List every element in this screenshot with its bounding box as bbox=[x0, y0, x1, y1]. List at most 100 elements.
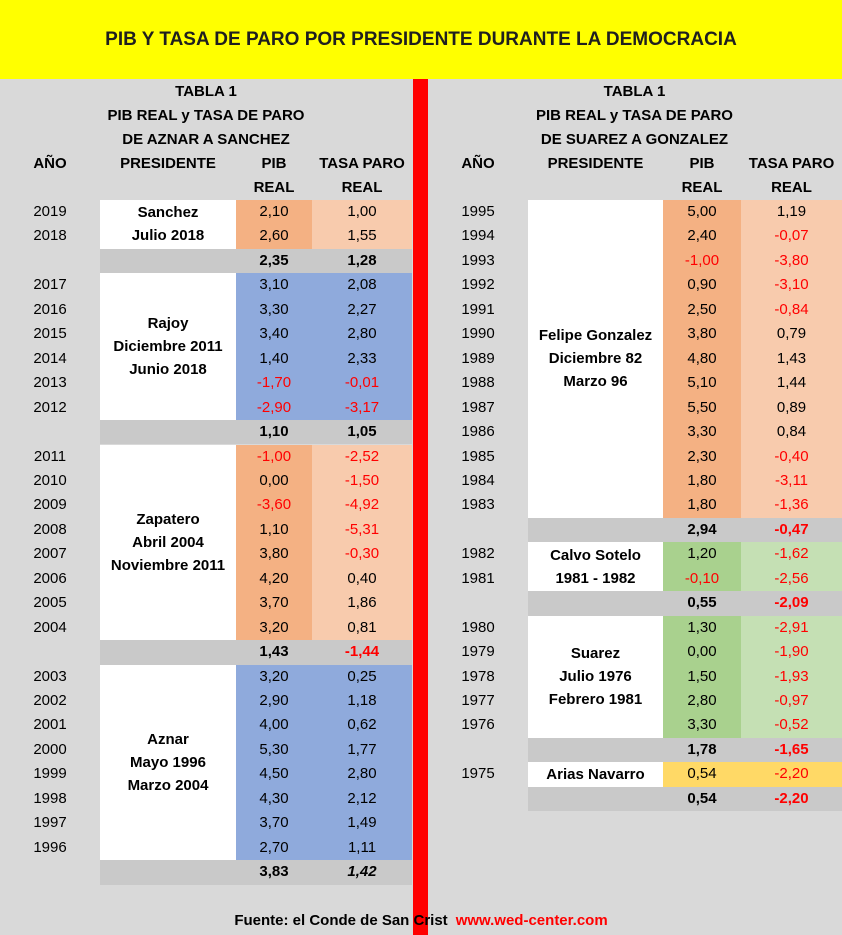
pib-value: 1,20 bbox=[687, 545, 717, 563]
pib-block bbox=[663, 200, 741, 518]
president-line: Mayo 1996 bbox=[130, 753, 206, 771]
paro-value: -2,20 bbox=[774, 765, 809, 783]
pib-value: 0,55 bbox=[687, 594, 717, 612]
paro-value: 1,18 bbox=[347, 692, 377, 709]
president-line: Diciembre 2011 bbox=[113, 338, 223, 356]
president-line: Julio 2018 bbox=[131, 227, 205, 245]
pib-value: 4,50 bbox=[259, 765, 289, 783]
paro-value: 0,40 bbox=[347, 569, 377, 587]
pib-block bbox=[236, 200, 312, 249]
paro-value: -2,56 bbox=[774, 569, 809, 587]
pib-value: 2,80 bbox=[687, 692, 717, 709]
paro-value: -0,30 bbox=[344, 545, 380, 563]
paro-value: 1,44 bbox=[776, 374, 807, 392]
year-cell: 2018 bbox=[33, 227, 67, 245]
paro-value: 1,55 bbox=[347, 227, 377, 245]
source-note: Fuente: el Conde de San Crist www.wed-cen… bbox=[0, 909, 842, 933]
president-line: Junio 2018 bbox=[129, 361, 207, 379]
president-line: Diciembre 82 bbox=[548, 350, 643, 368]
pib-value: 2,30 bbox=[687, 447, 717, 465]
pib-value: -3,60 bbox=[256, 496, 292, 514]
col-pib: PIB bbox=[261, 155, 287, 172]
paro-value: -2,91 bbox=[774, 618, 809, 636]
paro-value: -1,50 bbox=[344, 471, 380, 489]
subtotal-band bbox=[528, 786, 842, 812]
president-line: Zapatero bbox=[136, 510, 200, 528]
paro-value: 2,33 bbox=[347, 349, 377, 367]
paro-value: -3,10 bbox=[774, 276, 809, 294]
pib-value: 1,43 bbox=[259, 643, 289, 661]
pib-value: 0,54 bbox=[687, 789, 717, 807]
col-paro: TASA PARO bbox=[319, 155, 405, 172]
paro-value: 1,05 bbox=[347, 423, 377, 441]
paro-value: -0,07 bbox=[774, 227, 809, 245]
year-cell: 1988 bbox=[461, 374, 495, 392]
pib-value: 3,70 bbox=[259, 594, 289, 612]
year-cell: 2009 bbox=[33, 496, 67, 514]
paro-value: -1,90 bbox=[774, 643, 809, 661]
paro-block bbox=[312, 273, 412, 421]
col-pib: PIB bbox=[689, 155, 715, 172]
pib-value: 3,20 bbox=[259, 618, 289, 636]
pib-value: 4,20 bbox=[259, 569, 289, 587]
president-line: Marzo 96 bbox=[563, 373, 628, 391]
pib-value: -2,90 bbox=[256, 398, 292, 416]
year-cell: 1977 bbox=[461, 692, 495, 709]
paro-value: -1,36 bbox=[774, 496, 809, 514]
table-header-line: DE AZNAR A SANCHEZ bbox=[122, 131, 290, 148]
pib-value: 2,50 bbox=[687, 300, 717, 318]
year-cell: 1984 bbox=[461, 471, 495, 489]
table-header-line: PIB REAL y TASA DE PARO bbox=[107, 107, 305, 124]
president-cell: Rajoy Diciembre 2011 Junio 2018 bbox=[100, 273, 236, 421]
paro-value: -2,20 bbox=[774, 789, 809, 807]
subtotal-band bbox=[528, 517, 842, 543]
pib-value: 3,20 bbox=[259, 667, 289, 685]
paro-block bbox=[741, 762, 842, 787]
subtotal-band bbox=[528, 591, 842, 616]
year-cell: 1991 bbox=[461, 300, 495, 318]
pib-value: 3,80 bbox=[259, 545, 289, 563]
year-cell: 1989 bbox=[461, 349, 495, 367]
year-cell: 2019 bbox=[33, 203, 67, 220]
pib-value: 3,83 bbox=[259, 863, 289, 881]
paro-value: 1,86 bbox=[347, 594, 377, 612]
paro-value: -1,65 bbox=[774, 740, 809, 758]
paro-value: -0,01 bbox=[344, 374, 380, 392]
col-year: AÑO bbox=[461, 155, 495, 172]
year-cell: 1987 bbox=[461, 398, 495, 416]
paro-value: -1,62 bbox=[774, 545, 809, 563]
year-cell: 1993 bbox=[461, 251, 495, 269]
pib-value: 3,10 bbox=[259, 276, 289, 294]
col-year: AÑO bbox=[33, 155, 67, 172]
paro-block bbox=[741, 200, 842, 518]
subtotal-band bbox=[100, 860, 412, 885]
paro-value: -2,52 bbox=[344, 447, 380, 465]
pib-value: 4,30 bbox=[259, 789, 289, 807]
paro-value: -1,44 bbox=[344, 643, 380, 661]
year-cell: 1980 bbox=[461, 618, 495, 636]
pib-value: 0,54 bbox=[687, 765, 717, 783]
year-cell: 1998 bbox=[33, 789, 67, 807]
paro-value: 0,81 bbox=[347, 618, 377, 636]
paro-value: 2,80 bbox=[347, 765, 377, 783]
president-cell: Calvo Sotelo 1981 - 1982 bbox=[528, 542, 663, 592]
subtotal-band bbox=[528, 737, 842, 763]
pib-block bbox=[663, 615, 741, 738]
year-cell: 2017 bbox=[33, 276, 67, 294]
president-line: Febrero 1981 bbox=[548, 691, 643, 709]
pib-block bbox=[236, 664, 312, 861]
pib-value: 0,00 bbox=[687, 643, 717, 661]
pib-value: 5,00 bbox=[687, 203, 717, 220]
year-cell: 1981 bbox=[461, 569, 495, 587]
pib-value: 4,80 bbox=[687, 349, 717, 367]
col-paro-real: REAL bbox=[771, 179, 812, 196]
pib-block bbox=[663, 762, 741, 787]
paro-value: 1,11 bbox=[347, 838, 377, 856]
paro-value: 1,77 bbox=[347, 740, 377, 758]
year-cell: 1978 bbox=[461, 667, 495, 685]
president-line: 1981 - 1982 bbox=[555, 569, 636, 587]
paro-value: 1,49 bbox=[347, 814, 377, 832]
year-cell: 2002 bbox=[33, 692, 67, 709]
year-cell: 2013 bbox=[33, 374, 67, 392]
pib-block bbox=[663, 542, 741, 592]
